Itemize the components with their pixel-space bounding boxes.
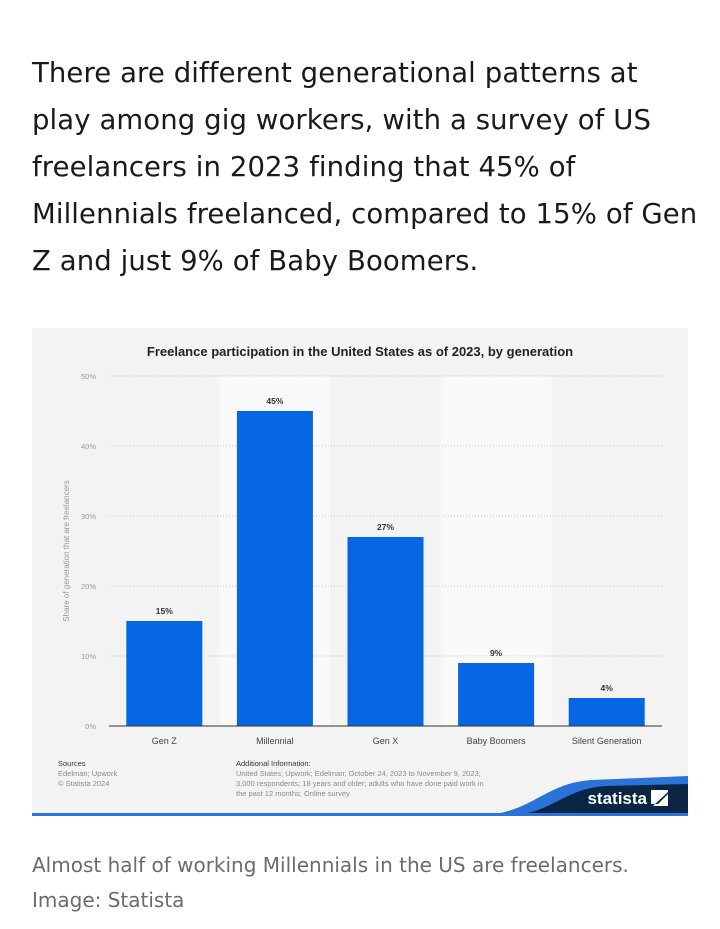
intro-paragraph: There are different generational pattern… <box>32 57 698 277</box>
caption-text: Almost half of working Millennials in th… <box>32 853 629 877</box>
additional-line: United States; Upwork; Edelman; October … <box>236 769 481 778</box>
sources-line[interactable]: Edelman; Upwork <box>58 769 118 778</box>
data-label: 9% <box>490 648 503 658</box>
y-tick-label: 50% <box>81 372 96 381</box>
statista-logo-text: statista <box>587 789 647 808</box>
bar-millennial <box>236 411 313 726</box>
bar-gen-x <box>347 537 424 726</box>
x-tick-label: Gen Z <box>152 736 178 746</box>
sources: Sources Edelman; Upwork © Statista 2024 <box>58 759 117 789</box>
copyright: © Statista 2024 <box>58 779 110 788</box>
chart-title: Freelance participation in the United St… <box>147 344 573 359</box>
x-tick-label: Silent Generation <box>572 736 642 746</box>
bar-chart: Freelance participation in the United St… <box>32 344 688 816</box>
footer-line <box>32 813 688 816</box>
y-axis-label: Share of generation that are freelancers <box>62 480 71 621</box>
caption-credit: Image: Statista <box>32 888 185 912</box>
data-label: 45% <box>266 396 283 406</box>
additional-line: 3,000 respondents; 18 years and older; a… <box>236 779 484 788</box>
sources-heading: Sources <box>58 759 86 768</box>
bar-baby-boomers <box>458 663 535 726</box>
data-label: 4% <box>601 683 614 693</box>
statista-logo-icon <box>651 790 668 806</box>
y-tick-label: 40% <box>81 442 96 451</box>
y-tick-label: 10% <box>81 652 96 661</box>
data-label: 15% <box>156 606 173 616</box>
additional-line: the past 12 months; Online survey <box>236 789 350 798</box>
y-tick-label: 20% <box>81 582 96 591</box>
bar-gen-z <box>126 621 203 726</box>
bar-silent-generation <box>568 698 645 726</box>
x-tick-label: Baby Boomers <box>467 736 527 746</box>
y-tick-label: 30% <box>81 512 96 521</box>
chart-card: Freelance participation in the United St… <box>32 328 688 816</box>
footer-band <box>502 784 688 816</box>
x-tick-label: Millennial <box>256 736 294 746</box>
additional-info: Additional Information: United States; U… <box>236 759 484 799</box>
data-label: 27% <box>377 522 394 532</box>
y-tick-label: 0% <box>85 722 96 731</box>
x-tick-label: Gen X <box>373 736 399 746</box>
additional-heading: Additional Information: <box>236 759 311 768</box>
image-caption: Almost half of working Millennials in th… <box>32 848 629 918</box>
